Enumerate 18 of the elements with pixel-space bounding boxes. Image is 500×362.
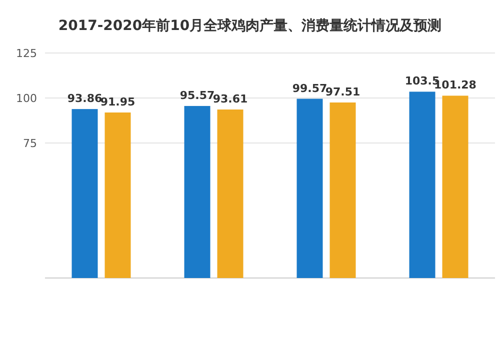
data-label: 99.57	[292, 82, 328, 95]
y-tick-label: 100	[16, 92, 37, 105]
data-label: 91.95	[100, 95, 136, 108]
data-label: 97.51	[325, 85, 360, 98]
bar	[442, 96, 468, 278]
data-label: 93.86	[67, 92, 102, 106]
bar	[184, 106, 210, 278]
y-tick-label: 75	[23, 137, 37, 150]
bar	[104, 112, 131, 278]
data-label: 95.57	[180, 88, 215, 102]
bar	[72, 109, 98, 278]
bar	[409, 92, 436, 278]
bar	[217, 110, 244, 278]
chart-title: 2017-2020年前10月全球鸡肉产量、消费量统计情况及预测	[58, 17, 442, 34]
y-tick-label: 125	[16, 47, 37, 60]
data-label: 93.61	[212, 92, 248, 106]
bar	[296, 98, 323, 278]
bar	[330, 102, 356, 278]
